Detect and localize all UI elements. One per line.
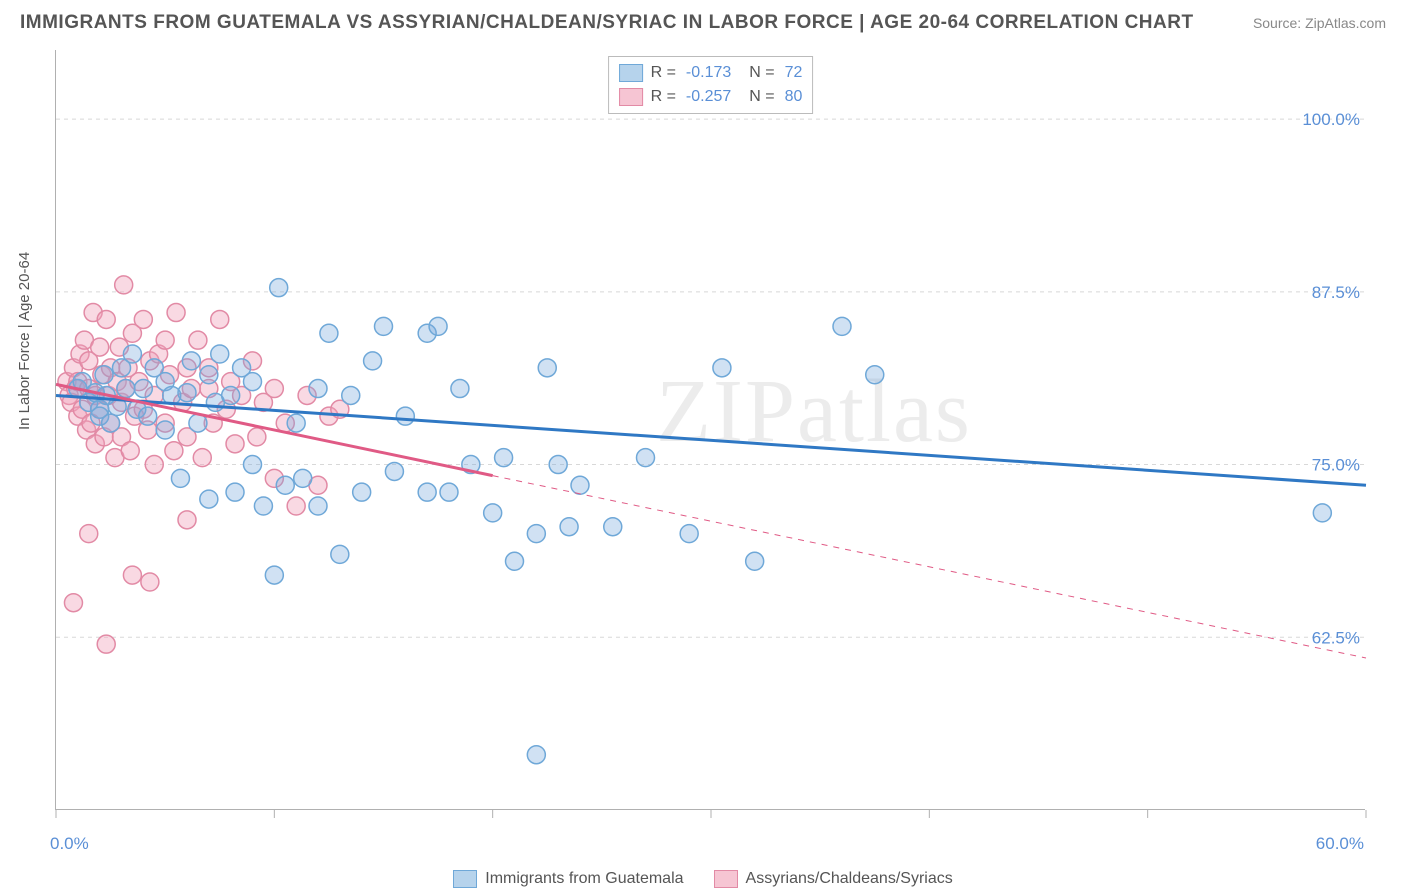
n-label: N = xyxy=(749,61,774,85)
n-value-0: 72 xyxy=(785,61,803,85)
legend-item-0: Immigrants from Guatemala xyxy=(453,870,683,888)
r-label: R = xyxy=(651,61,676,85)
series-legend: Immigrants from Guatemala Assyrians/Chal… xyxy=(0,870,1406,888)
svg-text:62.5%: 62.5% xyxy=(1312,628,1360,647)
legend-row-0: R = -0.173 N = 72 xyxy=(619,61,803,85)
scatter-plot-svg: 62.5% 75.0% 87.5% 100.0% xyxy=(56,50,1365,809)
legend-swatch-bottom-1 xyxy=(714,870,738,888)
legend-swatch-1 xyxy=(619,88,643,106)
r-value-1: -0.257 xyxy=(686,85,731,109)
legend-swatch-bottom-0 xyxy=(453,870,477,888)
chart-title: IMMIGRANTS FROM GUATEMALA VS ASSYRIAN/CH… xyxy=(20,12,1194,34)
legend-item-1: Assyrians/Chaldeans/Syriacs xyxy=(714,870,953,888)
source-label: Source: ZipAtlas.com xyxy=(1253,15,1386,31)
r-label: R = xyxy=(651,85,676,109)
x-tick-label-min: 0.0% xyxy=(50,834,89,854)
n-value-1: 80 xyxy=(785,85,803,109)
x-tick-label-max: 60.0% xyxy=(1316,834,1364,854)
y-axis-label: In Labor Force | Age 20-64 xyxy=(16,252,33,430)
chart-plot-area: ZIPatlas 62.5%75.0%87.5%100.0% R = -0.17… xyxy=(55,50,1365,810)
n-label: N = xyxy=(749,85,774,109)
svg-text:100.0%: 100.0% xyxy=(1302,110,1360,129)
legend-label-1: Assyrians/Chaldeans/Syriacs xyxy=(746,870,953,888)
svg-text:87.5%: 87.5% xyxy=(1312,283,1360,302)
legend-swatch-0 xyxy=(619,64,643,82)
r-value-0: -0.173 xyxy=(686,61,731,85)
svg-text:75.0%: 75.0% xyxy=(1312,456,1360,475)
correlation-legend: R = -0.173 N = 72 R = -0.257 N = 80 xyxy=(608,56,814,114)
legend-row-1: R = -0.257 N = 80 xyxy=(619,85,803,109)
legend-label-0: Immigrants from Guatemala xyxy=(485,870,683,888)
